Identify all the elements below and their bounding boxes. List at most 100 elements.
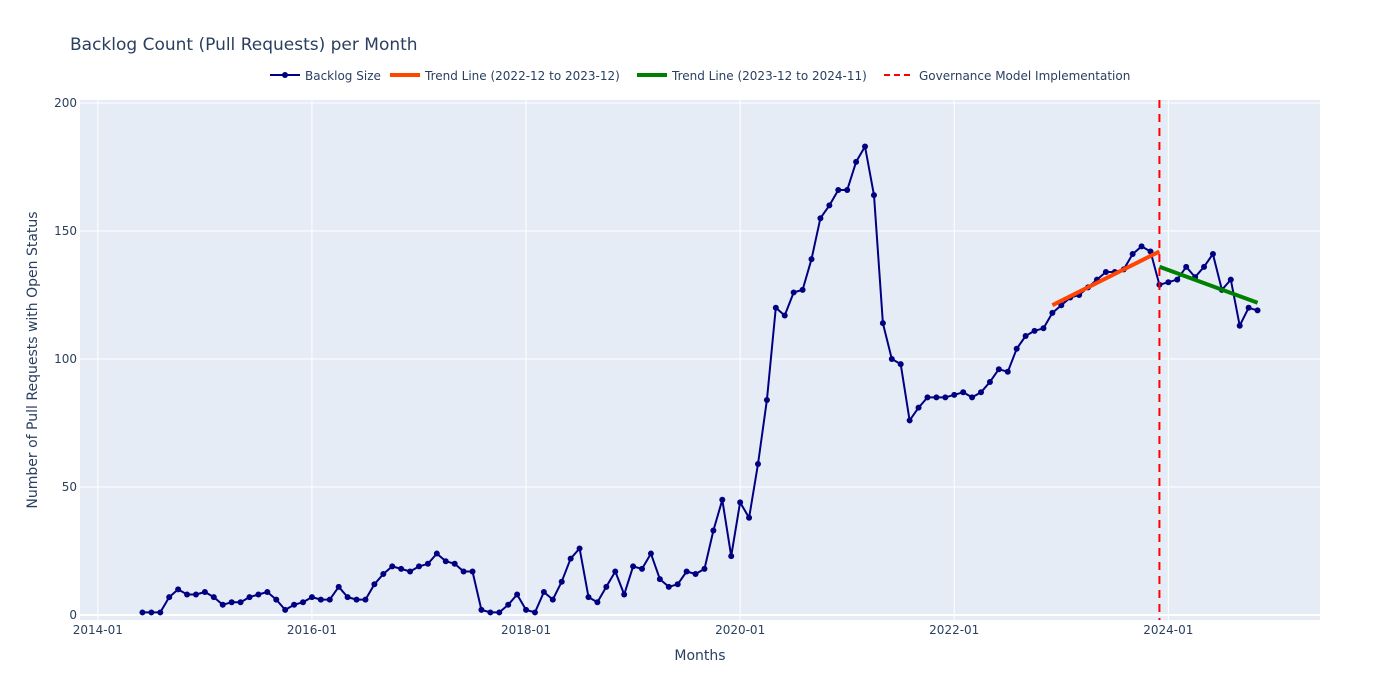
backlog-point [817,215,824,222]
legend-marker-backlog [282,72,288,78]
backlog-point [683,568,690,575]
y-tick-label: 150 [54,224,77,238]
backlog-point [433,550,440,557]
backlog-point [558,578,565,585]
legend-item-trend2[interactable]: Trend Line (2023-12 to 2024-11) [637,69,867,83]
backlog-point [469,568,476,575]
trend-line-1 [1051,249,1161,307]
backlog-point [1236,322,1243,329]
backlog-point [763,396,770,403]
backlog-point [915,404,922,411]
backlog-point [879,320,886,327]
backlog-point [344,594,351,601]
x-tick-label: 2014-01 [73,623,123,637]
series-layer [139,100,1261,620]
backlog-point [870,192,877,199]
x-tick-label: 2020-01 [715,623,765,637]
backlog-point [326,596,333,603]
backlog-point [1129,251,1136,258]
backlog-point [1031,327,1038,334]
backlog-point [148,609,155,616]
backlog-point [719,496,726,503]
backlog-point [246,594,253,601]
backlog-point [933,394,940,401]
backlog-point [192,591,199,598]
legend-label-backlog: Backlog Size [305,69,381,83]
backlog-point [1058,302,1065,309]
backlog-point [255,591,262,598]
backlog-point [924,394,931,401]
backlog-point [853,158,860,165]
backlog-point [906,417,913,424]
y-axis-title: Number of Pull Requests with Open Status [25,211,41,508]
backlog-point [291,601,298,608]
backlog-point [353,596,360,603]
backlog-point [317,596,324,603]
backlog-point [407,568,414,575]
backlog-point [612,568,619,575]
x-tick-label: 2022-01 [929,623,979,637]
backlog-point [1183,263,1190,270]
backlog-point [862,143,869,150]
legend-item-backlog[interactable]: Backlog Size [270,69,381,83]
backlog-point [1013,345,1020,352]
backlog-point [995,366,1002,373]
backlog-point [639,565,646,572]
backlog-point [754,460,761,467]
backlog-point [540,588,547,595]
backlog-point [389,563,396,570]
backlog-point [790,289,797,296]
legend-label-trend2: Trend Line (2023-12 to 2024-11) [671,69,867,83]
backlog-point [665,583,672,590]
x-tick-label: 2016-01 [287,623,337,637]
backlog-point [424,560,431,567]
backlog-point [308,594,315,601]
backlog-point [835,187,842,194]
backlog-point [772,304,779,311]
y-tick-label: 200 [54,96,77,110]
backlog-point [282,606,289,613]
backlog-point [986,379,993,386]
backlog-point [1165,279,1172,286]
backlog-point [647,550,654,557]
backlog-point [523,606,530,613]
plot-area [80,100,1320,620]
backlog-point [1022,332,1029,339]
backlog-point [969,394,976,401]
backlog-point [371,581,378,588]
backlog-point [576,545,583,552]
backlog-point [728,553,735,560]
backlog-point [710,527,717,534]
backlog-point [808,256,815,263]
backlog-point [897,361,904,368]
backlog-point [1174,276,1181,283]
backlog-point [166,594,173,601]
backlog-point [585,594,592,601]
y-tick-label: 0 [69,608,77,622]
backlog-point [531,609,538,616]
backlog-point [594,599,601,606]
backlog-point [567,555,574,562]
backlog-point [335,583,342,590]
backlog-point [139,609,146,616]
backlog-point [799,286,806,293]
backlog-point [1138,243,1145,250]
backlog-point [415,563,422,570]
backlog-point [505,601,512,608]
backlog-point [157,609,164,616]
legend-item-governance[interactable]: Governance Model Implementation [884,69,1130,83]
legend-label-governance: Governance Model Implementation [919,69,1130,83]
backlog-point [737,499,744,506]
backlog-point [630,563,637,570]
y-axis-ticks: 0 50 100 150 200 [54,96,77,622]
backlog-point [826,202,833,209]
backlog-point [487,609,494,616]
backlog-point [201,588,208,595]
backlog-point [844,187,851,194]
backlog-point [656,576,663,583]
backlog-point [264,588,271,595]
backlog-point [442,558,449,565]
backlog-point [1040,325,1047,332]
legend-item-trend1[interactable]: Trend Line (2022-12 to 2023-12) [390,69,620,83]
